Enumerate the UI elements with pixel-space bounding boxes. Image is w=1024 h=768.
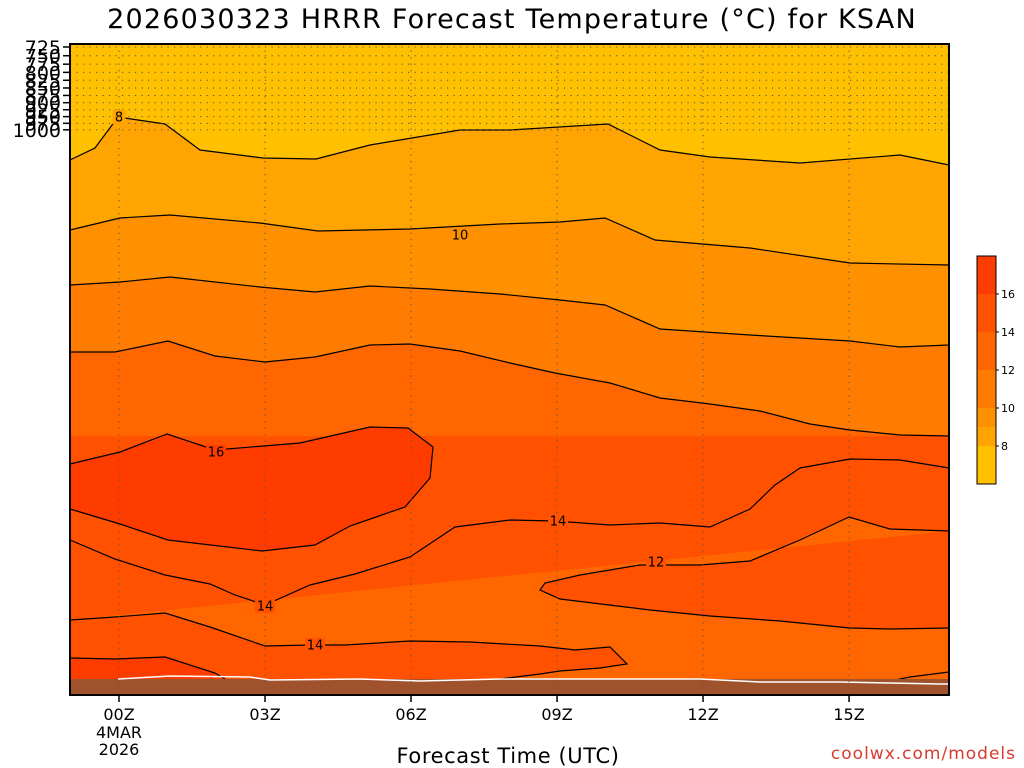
colorbar-label-10: 10 [1001,402,1015,415]
contour-line-5 [69,458,950,606]
contour-lines [69,116,950,684]
band-16 [70,427,433,551]
chart-title: 2026030323 HRRR Forecast Temperature (°C… [107,4,917,35]
contour-label-bg-3 [646,555,666,569]
contour-label-bg-4 [206,445,226,459]
x-tick-label-15: 15Z [833,705,864,724]
colorbar-band-6 [977,256,996,294]
x-tick-label-3: 03Z [249,705,280,724]
y-tick-label-825: 825 [25,70,61,92]
contour-label-bg-1 [450,228,470,242]
colorbar-band-3 [977,370,996,408]
terrain-edge [117,675,949,685]
x-tick-sublabel-0-1: 2026 [99,740,140,759]
colorbar-label-8: 8 [1001,440,1008,453]
x-tick-label-6: 06Z [395,705,426,724]
credit-text: coolwx.com/models [830,744,1016,764]
contour-label-bg-6 [305,638,325,652]
contour-label-2: 14 [550,515,567,530]
y-tick-label-800: 800 [25,62,61,84]
y-tick-label-750: 750 [25,46,61,68]
grid-lines [70,44,949,695]
contour-line-3 [70,340,950,437]
colorbar-band-2 [977,408,996,427]
contour-label-1: 10 [452,229,469,244]
contour-line-2 [69,276,950,348]
x-axis-label: Forecast Time (UTC) [0,744,1024,768]
x-tick-label-9: 09Z [541,705,572,724]
contour-label-6: 14 [307,639,324,654]
y-tick-label-725: 725 [25,37,61,59]
x-tick-sublabel-0-0: 4MAR [96,723,142,742]
y-tick-label-975: 975 [25,113,61,135]
y-tick-label-900: 900 [25,93,61,115]
contour-label-4: 16 [208,446,225,461]
y-tick-label-775: 775 [25,54,61,76]
colorbar-band-5 [977,294,996,332]
colorbar-band-0 [977,446,996,484]
band-12-pocket-top [70,517,949,679]
contour-label-5: 14 [257,600,274,615]
y-tick-label-1000: 1000 [13,120,61,142]
band-16-surface [70,657,225,679]
fill-layer [70,44,949,695]
contour-line-0 [69,116,950,166]
terrain-layer [70,675,949,695]
colorbar: 8 10 12 14 16 [976,255,1015,485]
contour-line-6 [539,516,950,630]
contour-label-bg-0 [112,110,126,124]
contour-line-7 [69,612,629,680]
contour-label-bg-2 [548,514,568,528]
contour-label-bg-5 [255,599,275,613]
x-tick-label-12: 12Z [687,705,718,724]
y-tick-label-850: 850 [25,78,61,100]
contour-label-0: 8 [115,111,123,126]
y-tick-label-875: 875 [25,85,61,107]
colorbar-label-16: 16 [1001,288,1015,301]
y-tick-label-950: 950 [25,107,61,129]
colorbar-label-14: 14 [1001,326,1015,339]
contour-line-1 [69,214,950,266]
x-axis-label-text: Forecast Time (UTC) [396,744,620,768]
contour-label-3: 12 [648,556,665,571]
colorbar-band-1 [977,427,996,446]
terrain-fill [70,679,949,695]
plot-frame [69,43,950,696]
x-tick-label-0: 00Z [103,705,134,724]
contour-line-4 [69,426,434,552]
colorbar-band-4 [977,332,996,370]
contour-labels: 8 10 14 12 16 14 14 [112,110,666,654]
colorbar-label-12: 12 [1001,364,1015,377]
y-tick-label-925: 925 [25,100,61,122]
contour-line-8 [69,656,226,680]
